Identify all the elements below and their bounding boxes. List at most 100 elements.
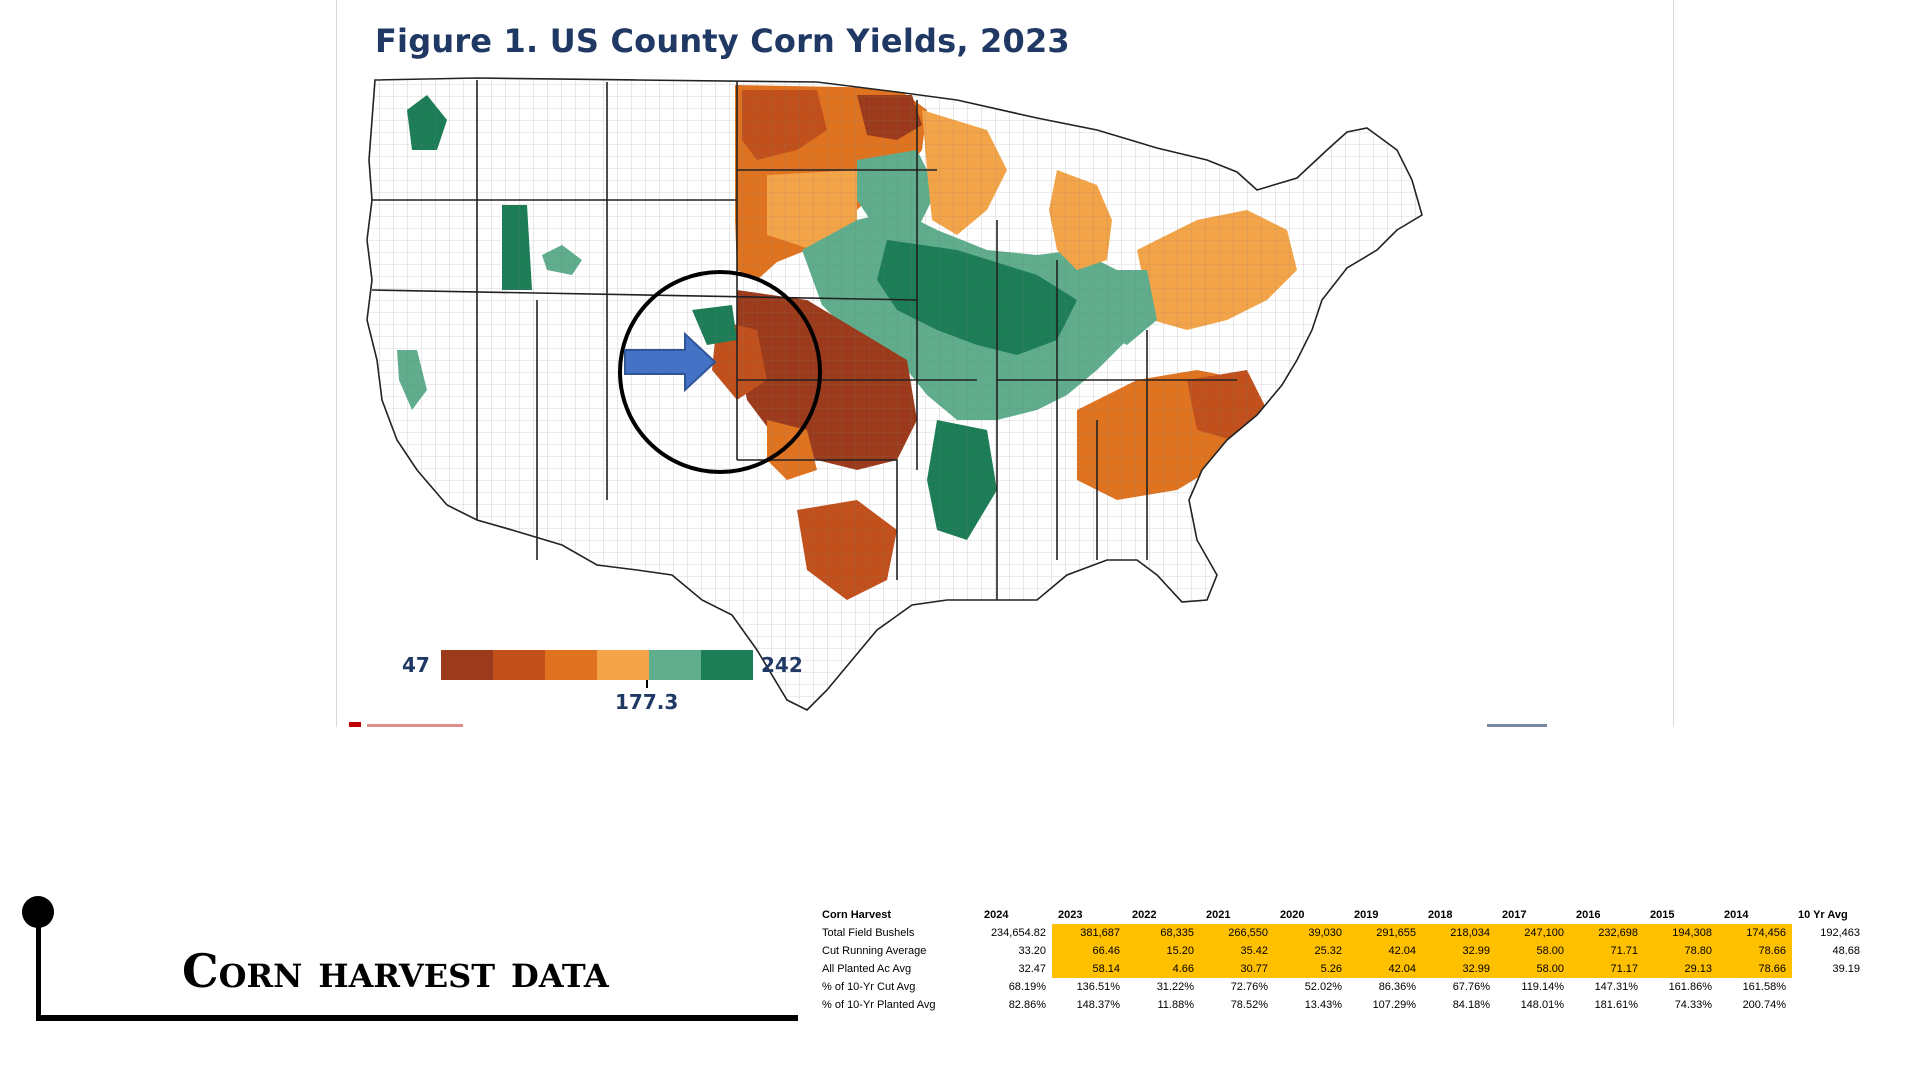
table-cell: 4.66: [1126, 960, 1200, 978]
table-cell: 72.76%: [1230, 981, 1268, 993]
table-header-year: 2022: [1132, 909, 1157, 921]
heading-vertical-rule: [36, 924, 41, 1020]
table-cell: 66.46: [1052, 942, 1126, 960]
table-header-year: 2019: [1354, 909, 1379, 921]
table-header-year: 2024: [984, 909, 1009, 921]
table-cell: 52.02%: [1304, 981, 1342, 993]
figure-title: Figure 1. US County Corn Yields, 2023: [375, 22, 1070, 60]
table-cell: 25.32: [1274, 942, 1348, 960]
table-cell: 82.86%: [1008, 999, 1046, 1011]
table-row-label: % of 10-Yr Planted Avg: [822, 999, 936, 1011]
legend-mid-tick: [646, 680, 648, 688]
table-cell: 29.13: [1644, 960, 1718, 978]
table-row: Total Field Bushels 234,654.82 381,687 68,3…: [816, 924, 1866, 942]
heading-underline: [36, 1015, 798, 1021]
legend-color-bar: [441, 650, 753, 680]
footer-source-text: [1487, 724, 1547, 727]
table-header-label: Corn Harvest: [822, 909, 892, 921]
table-cell: 194,308: [1644, 924, 1718, 942]
corn-yield-figure: Figure 1. US County Corn Yields, 2023: [336, 0, 1674, 727]
table-cell: 39.19: [1832, 963, 1860, 975]
table-cell: 84.18%: [1452, 999, 1490, 1011]
blue-arrow-icon: [624, 331, 717, 393]
table-cell: 32.99: [1422, 960, 1496, 978]
table-cell: 30.77: [1200, 960, 1274, 978]
table-cell: 381,687: [1052, 924, 1126, 942]
legend-segment: [597, 650, 649, 680]
table-cell: 68.19%: [1008, 981, 1046, 993]
table-row-label: Total Field Bushels: [822, 927, 915, 939]
table-cell: 247,100: [1496, 924, 1570, 942]
table-row: All Planted Ac Avg 32.47 58.14 4.66 30.77 5.2…: [816, 960, 1866, 978]
table-header-year: 2018: [1428, 909, 1453, 921]
table-header-year: 2014: [1724, 909, 1749, 921]
table-cell: 291,655: [1348, 924, 1422, 942]
table-body: Total Field Bushels 234,654.82 381,687 68,3…: [816, 924, 1866, 1014]
table-cell: 42.04: [1348, 942, 1422, 960]
table-cell: 174,456: [1718, 924, 1792, 942]
legend-segment: [493, 650, 545, 680]
table-row-label: Cut Running Average: [822, 945, 927, 957]
table-row: Cut Running Average 33.20 66.46 15.20 35.42 2…: [816, 942, 1866, 960]
table-row-label: % of 10-Yr Cut Avg: [822, 981, 916, 993]
table-header-year: 2023: [1058, 909, 1083, 921]
table-cell: 58.00: [1496, 960, 1570, 978]
table-cell: 148.01%: [1520, 999, 1564, 1011]
timeline-dot-icon: [22, 896, 54, 928]
table-cell: 161.86%: [1668, 981, 1712, 993]
table-row: % of 10-Yr Cut Avg 68.19% 136.51% 31.22% 72.…: [816, 978, 1866, 996]
map-body: [367, 78, 1422, 710]
table-cell: 136.51%: [1076, 981, 1120, 993]
table-cell: 15.20: [1126, 942, 1200, 960]
table-cell: 68,335: [1126, 924, 1200, 942]
table-cell: 58.00: [1496, 942, 1570, 960]
section-heading: Corn harvest data: [22, 896, 802, 1026]
state-borders: [366, 77, 1423, 711]
table-cell: [1792, 978, 1866, 996]
legend-mid-label: 177.3: [615, 690, 679, 714]
legend-segment: [701, 650, 753, 680]
corn-harvest-table: Corn Harvest 2024 2023 2022 2021 2020 2019 2018…: [816, 906, 1866, 1014]
table-cell: 78.66: [1718, 960, 1792, 978]
table-row: % of 10-Yr Planted Avg 82.86% 148.37% 11.88…: [816, 996, 1866, 1014]
legend-min-label: 47: [402, 653, 430, 677]
table-cell: 71.71: [1570, 942, 1644, 960]
table-cell: 192,463: [1820, 927, 1860, 939]
table-row-label: All Planted Ac Avg: [822, 963, 912, 975]
table-header-row: Corn Harvest 2024 2023 2022 2021 2020 2019 2018…: [816, 906, 1866, 924]
footer-logo-mark: [349, 722, 361, 727]
table-cell: 48.68: [1832, 945, 1860, 957]
table-cell: 58.14: [1052, 960, 1126, 978]
table-header-year: 2020: [1280, 909, 1305, 921]
table-cell: 218,034: [1422, 924, 1496, 942]
table-cell: 42.04: [1348, 960, 1422, 978]
table-cell: 31.22%: [1156, 981, 1194, 993]
table-cell: 78.52%: [1230, 999, 1268, 1011]
legend-segment: [545, 650, 597, 680]
table-cell: 107.29%: [1372, 999, 1416, 1011]
us-county-yield-map: [366, 77, 1423, 711]
table-cell: [1792, 996, 1866, 1014]
table-header-year: 10 Yr Avg: [1798, 909, 1848, 921]
legend-max-label: 242: [761, 653, 803, 677]
table-cell: 71.17: [1570, 960, 1644, 978]
table-cell: 148.37%: [1076, 999, 1120, 1011]
table-cell: 67.76%: [1452, 981, 1490, 993]
table-cell: 35.42: [1200, 942, 1274, 960]
table-cell: 147.31%: [1594, 981, 1638, 993]
table-cell: 32.47: [1018, 963, 1046, 975]
table-cell: 13.43%: [1304, 999, 1342, 1011]
table-cell: 33.20: [1018, 945, 1046, 957]
table-cell: 74.33%: [1674, 999, 1712, 1011]
legend-segment: [649, 650, 701, 680]
highlight-circle: [618, 270, 822, 474]
table-cell: 266,550: [1200, 924, 1274, 942]
heading-title: Corn harvest data: [182, 944, 609, 998]
table-header-year: 2021: [1206, 909, 1231, 921]
table-cell: 32.99: [1422, 942, 1496, 960]
table-cell: 181.61%: [1594, 999, 1638, 1011]
table-header-year: 2016: [1576, 909, 1601, 921]
table-cell: 234,654.82: [990, 927, 1046, 939]
table-cell: 11.88%: [1157, 999, 1195, 1011]
table-cell: 78.80: [1644, 942, 1718, 960]
